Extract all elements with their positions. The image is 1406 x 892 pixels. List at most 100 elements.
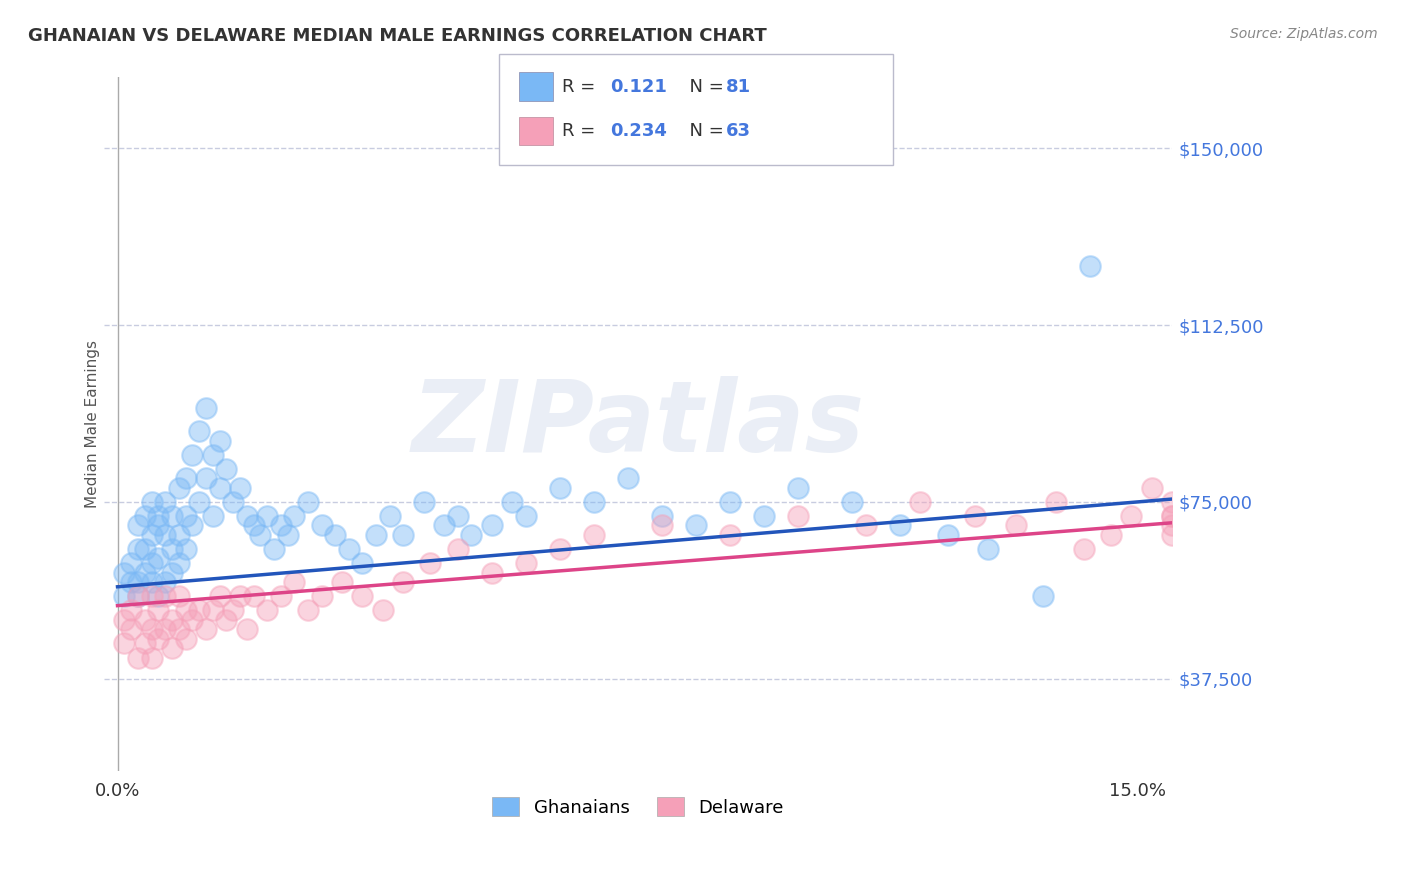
Point (160, 641, 183, 656)
Point (460, 528, 482, 542)
Point (141, 650, 163, 665)
Point (141, 622, 163, 636)
Text: N =: N = (678, 122, 730, 140)
Point (263, 542, 285, 557)
Point (1121, 509, 1143, 524)
Point (977, 542, 1000, 557)
Point (120, 575, 142, 590)
Point (283, 509, 305, 524)
Point (1161, 495, 1184, 509)
Point (174, 542, 197, 557)
Point (841, 495, 863, 509)
Point (134, 542, 156, 557)
Point (120, 622, 142, 636)
Point (337, 542, 360, 557)
Point (188, 603, 211, 617)
Point (249, 528, 271, 542)
Point (718, 528, 741, 542)
Point (141, 528, 163, 542)
Point (283, 575, 305, 590)
Point (160, 509, 183, 524)
Point (194, 622, 217, 636)
Point (127, 575, 149, 590)
Point (419, 556, 441, 570)
Point (112, 613, 135, 627)
Point (148, 509, 170, 524)
Point (1073, 542, 1095, 557)
Point (181, 518, 204, 533)
Point (685, 518, 707, 533)
Point (167, 528, 190, 542)
Text: N =: N = (678, 78, 730, 95)
Point (481, 566, 503, 580)
Point (352, 556, 374, 570)
Text: GHANAIAN VS DELAWARE MEDIAN MALE EARNINGS CORRELATION CHART: GHANAIAN VS DELAWARE MEDIAN MALE EARNING… (28, 27, 766, 45)
Point (208, 481, 231, 495)
Point (134, 636, 156, 650)
Point (174, 509, 197, 524)
Point (242, 589, 264, 603)
Point (501, 495, 523, 509)
Point (208, 589, 231, 603)
Point (141, 575, 163, 590)
Point (215, 613, 238, 627)
Point (127, 650, 149, 665)
Point (548, 542, 571, 557)
Point (651, 518, 673, 533)
Point (153, 528, 176, 542)
Point (364, 528, 387, 542)
Point (120, 603, 142, 617)
Point (330, 575, 353, 590)
Point (1140, 481, 1163, 495)
Point (201, 448, 224, 462)
Point (392, 575, 415, 590)
Point (148, 518, 170, 533)
Point (936, 528, 959, 542)
Point (786, 509, 808, 524)
Point (134, 613, 156, 627)
Point (127, 589, 149, 603)
Point (181, 448, 204, 462)
Point (112, 589, 135, 603)
Point (1161, 509, 1184, 524)
Legend: Ghanaians, Delaware: Ghanaians, Delaware (485, 790, 792, 824)
Point (1004, 518, 1026, 533)
Point (141, 589, 163, 603)
Point (222, 603, 245, 617)
Point (651, 509, 673, 524)
Point (160, 542, 183, 557)
Point (120, 556, 142, 570)
Point (215, 462, 238, 476)
Point (141, 556, 163, 570)
Point (153, 575, 176, 590)
Point (153, 495, 176, 509)
Point (1161, 528, 1184, 542)
Point (297, 603, 319, 617)
Point (481, 518, 503, 533)
Y-axis label: Median Male Earnings: Median Male Earnings (86, 340, 100, 508)
Point (311, 518, 333, 533)
Text: 81: 81 (725, 78, 751, 95)
Point (1032, 589, 1054, 603)
Point (412, 495, 434, 509)
Point (208, 434, 231, 448)
Text: 0.121: 0.121 (610, 78, 666, 95)
Point (134, 566, 156, 580)
Point (242, 518, 264, 533)
Point (277, 528, 299, 542)
Point (201, 603, 224, 617)
Point (167, 481, 190, 495)
Point (181, 613, 204, 627)
Point (194, 401, 217, 415)
Point (515, 556, 537, 570)
Point (378, 509, 401, 524)
Point (270, 518, 292, 533)
Point (127, 542, 149, 557)
Point (141, 495, 163, 509)
Point (447, 542, 470, 557)
Point (153, 622, 176, 636)
Point (582, 528, 605, 542)
Point (160, 613, 183, 627)
Point (148, 632, 170, 646)
Text: Source: ZipAtlas.com: Source: ZipAtlas.com (1230, 27, 1378, 41)
